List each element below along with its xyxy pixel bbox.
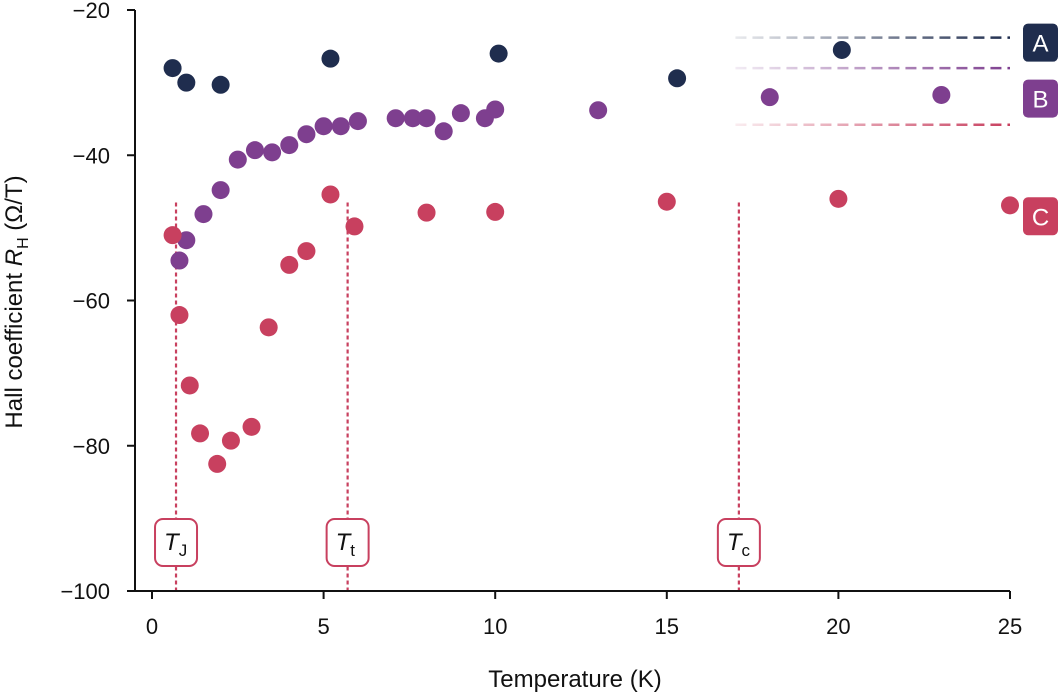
point-series-c (297, 242, 316, 261)
point-series-b (403, 109, 422, 128)
y-tick-label: −80 (73, 434, 110, 459)
point-series-b (194, 205, 213, 224)
point-series-b (348, 112, 367, 131)
point-series-a (668, 69, 687, 88)
point-series-b (451, 104, 470, 123)
point-series-b (760, 88, 779, 107)
y-axis-title-unit: (Ω/T) (1, 175, 28, 237)
y-axis-title-prefix: Hall coefficient (1, 266, 28, 428)
point-series-c (345, 217, 364, 236)
marker-symbol: T (164, 529, 181, 556)
point-series-c (208, 454, 227, 473)
point-series-c (191, 424, 210, 443)
series-label-b: B (1032, 87, 1048, 114)
transition-markers-group: TJ Tt Tc (154, 202, 761, 591)
marker-symbol: T (727, 529, 744, 556)
marker-label-tc: Tc (727, 529, 751, 560)
series-label-c: C (1032, 204, 1049, 231)
marker-subscript: t (350, 541, 355, 560)
point-series-a (163, 59, 182, 78)
marker-label-tj: TJ (164, 529, 187, 560)
x-tick-label: 25 (998, 614, 1022, 639)
point-series-c (221, 431, 240, 450)
point-series-b (386, 109, 405, 128)
point-series-b (170, 251, 189, 270)
y-axis-title-symbol: R (1, 249, 28, 266)
x-tick-label: 5 (317, 614, 329, 639)
point-series-c (321, 185, 340, 204)
point-series-c (486, 202, 505, 221)
point-series-b (589, 101, 608, 120)
marker-symbol: T (336, 529, 353, 556)
point-series-c (180, 376, 199, 395)
marker-subscript: J (179, 541, 188, 560)
data-points-group (163, 40, 1019, 473)
point-series-c (280, 255, 299, 274)
series-label-a: A (1032, 31, 1048, 58)
point-series-b (486, 100, 505, 119)
series-badge-b (1023, 79, 1058, 118)
x-tick-label: 20 (826, 614, 850, 639)
y-axis-title: Hall coefficient RH (Ω/T) (1, 175, 32, 428)
series-badge-c (1023, 197, 1058, 236)
y-tick-label: −100 (60, 579, 110, 604)
marker-box-tj (154, 518, 199, 567)
axes-group: −100 −80 −60 −40 −20 0 5 10 15 20 25 (60, 0, 1022, 639)
point-series-c (242, 417, 261, 436)
reference-lines-group (735, 36, 1010, 126)
point-series-c (1001, 196, 1019, 215)
point-series-b (314, 117, 333, 136)
point-series-b (434, 122, 453, 141)
point-series-c (657, 192, 676, 211)
point-series-a (177, 73, 196, 92)
point-series-a (211, 75, 230, 94)
point-series-b (245, 141, 264, 160)
y-tick-label: −40 (73, 143, 110, 168)
point-series-a (321, 49, 340, 68)
point-series-b (297, 125, 316, 144)
point-series-b (228, 150, 247, 169)
x-tick-label: 10 (483, 614, 507, 639)
x-tick-label: 15 (655, 614, 679, 639)
point-series-c (170, 306, 189, 325)
marker-subscript: c (742, 541, 751, 560)
point-series-c (829, 189, 848, 208)
marker-box-tt (325, 518, 370, 567)
point-series-b (177, 231, 196, 250)
point-series-b (280, 136, 299, 155)
point-series-b (331, 117, 350, 136)
y-tick-label: −60 (73, 289, 110, 314)
y-tick-label: −20 (73, 0, 110, 23)
point-series-b (417, 109, 436, 128)
point-series-b (263, 143, 282, 162)
point-series-a (489, 44, 508, 63)
point-series-b (211, 181, 230, 200)
y-axis-title-sub: H (15, 237, 32, 249)
x-axis-title: Temperature (K) (488, 666, 661, 693)
series-badge-a (1023, 23, 1058, 62)
marker-box-tc (716, 518, 761, 567)
point-series-c (417, 203, 436, 222)
x-tick-label: 0 (146, 614, 158, 639)
marker-label-tt: Tt (336, 529, 356, 560)
point-series-b (932, 85, 951, 104)
point-series-c (163, 226, 182, 245)
point-series-c (259, 318, 278, 337)
series-labels-group: A B C (1023, 23, 1058, 236)
point-series-a (832, 40, 851, 59)
